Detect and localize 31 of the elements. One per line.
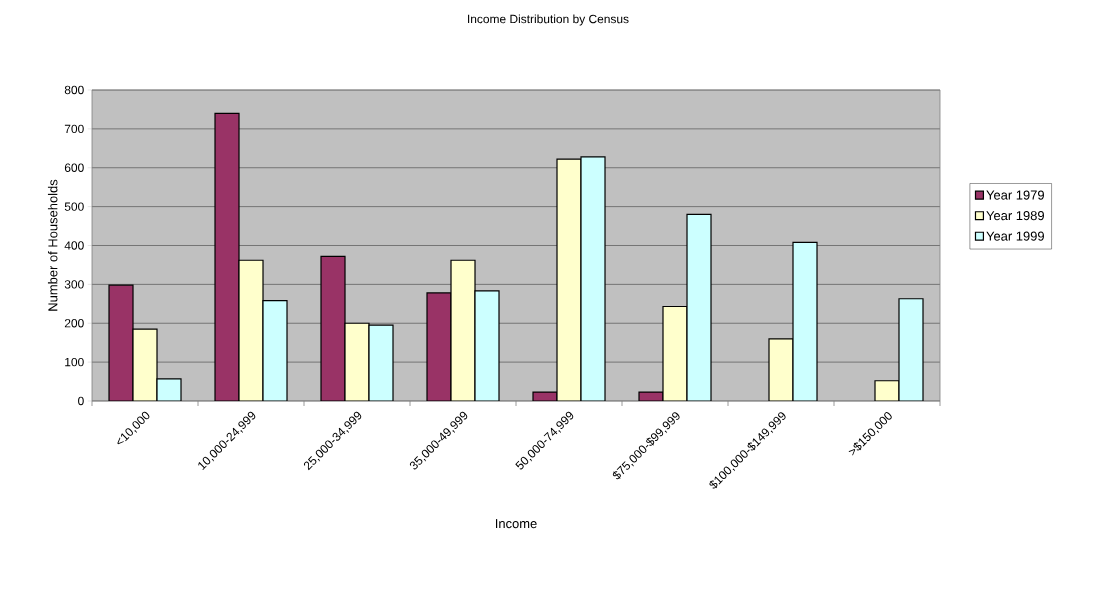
bar [426,292,452,401]
bar [768,338,794,401]
y-tick-label: 200 [64,319,84,328]
bar [663,306,688,401]
y-axis-title: Number of Households [47,179,58,311]
legend-label: Year 1979 [986,190,1044,200]
y-tick-label: 500 [64,202,84,211]
x-axis-title: Income [495,519,537,529]
y-tick-label: 300 [64,280,84,289]
legend-label: Year 1989 [986,211,1044,221]
chart-title: Income Distribution by Census [468,14,629,26]
bar [792,241,818,401]
y-tick-label: 600 [64,163,84,172]
bar [238,259,264,401]
bar [898,298,924,401]
y-tick-label: 0 [78,396,84,406]
bar [320,255,346,401]
bar [344,322,370,401]
bar [262,300,288,401]
bar [580,156,606,401]
y-tick-label: 400 [64,241,84,250]
legend-label: Year 1999 [986,231,1044,241]
y-tick-label: 800 [64,85,84,95]
bar [108,284,134,401]
bar [450,259,476,401]
y-tick-label: 100 [65,357,84,367]
y-tick-label: 700 [64,124,84,134]
bar [687,214,712,401]
bar [214,112,240,401]
bar [474,290,500,401]
bar [556,158,582,401]
